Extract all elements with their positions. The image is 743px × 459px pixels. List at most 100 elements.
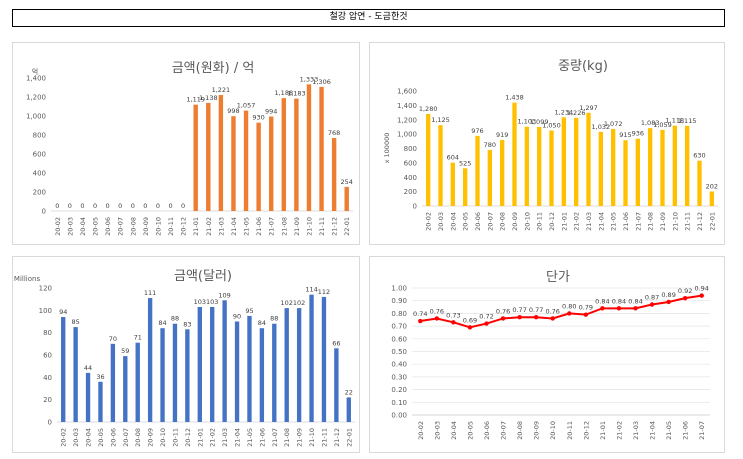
x-tick-label: 20-04 (85, 428, 93, 447)
bar-value-label: 1,125 (431, 116, 450, 124)
bar-value-label: 103 (206, 298, 218, 306)
bar-value-label: 0 (106, 202, 110, 210)
x-tick-label: 20-02 (60, 428, 68, 447)
data-point (666, 299, 671, 305)
bar-value-label: 84 (158, 319, 166, 327)
y-tick-label: 1,000 (26, 113, 46, 121)
bar (586, 112, 591, 206)
bar (231, 116, 236, 211)
bar-value-label: 102 (280, 299, 292, 307)
bar-value-label: 1,333 (300, 75, 319, 83)
x-tick-label: 20-08 (129, 217, 137, 236)
bar (85, 372, 91, 422)
bar (259, 328, 265, 422)
bar (334, 348, 339, 422)
bar-value-label: 1,280 (419, 105, 438, 113)
chart-panel-weight: 중량(kg) x 100000 0 200 400 600 800 1,000 1,200 1,4… (369, 42, 725, 245)
x-tick-label: 21-01 (192, 217, 200, 236)
bar-value-label: 525 (459, 159, 471, 167)
bar-value-label: 95 (245, 307, 253, 315)
point-value-label: 0.69 (463, 316, 477, 324)
bar (537, 127, 542, 206)
y-tick-label: 60 (43, 352, 52, 360)
data-point (583, 312, 589, 317)
bar-value-label: 59 (121, 347, 129, 355)
point-value-label: 0.94 (694, 285, 708, 293)
x-tick-label: 20-07 (500, 421, 508, 440)
data-point (649, 302, 655, 307)
y-axis-unit-label: x 100000 (383, 133, 391, 164)
x-tick-label: 22-01 (345, 428, 353, 447)
bar-value-label: 70 (109, 335, 117, 343)
bar (284, 308, 289, 422)
y-tick-label: 1,000 (397, 131, 417, 139)
bar (206, 102, 211, 211)
bar-value-label: 915 (619, 131, 631, 139)
bar (426, 114, 431, 206)
bar-value-label: 88 (270, 315, 278, 323)
x-tick-label: 20-12 (548, 212, 556, 231)
bar (450, 162, 455, 206)
y-tick-label: 200 (33, 189, 46, 197)
x-tick-label: 21-06 (622, 212, 630, 231)
bar (321, 296, 327, 422)
bar-value-label: 0 (181, 202, 185, 210)
bar (524, 126, 529, 206)
y-tick-label: 40 (43, 374, 52, 382)
y-tick-label: 80 (43, 329, 52, 337)
bar (73, 327, 78, 422)
bar (234, 321, 240, 422)
bar (243, 110, 249, 211)
point-value-label: 0.84 (612, 297, 626, 305)
bar (475, 135, 480, 206)
bar-value-label: 85 (71, 318, 79, 326)
x-tick-label: 21-12 (696, 212, 704, 231)
bar-value-label: 109 (218, 291, 230, 299)
point-value-label: 0.84 (595, 297, 609, 305)
bar-value-label: 1,115 (678, 117, 697, 125)
bar-value-label: 84 (258, 319, 266, 327)
bar-value-label: 0 (55, 202, 59, 210)
data-point (484, 321, 489, 326)
y-tick-label: 800 (33, 132, 46, 140)
x-tick-label: 20-12 (184, 428, 192, 447)
x-tick-label: 20-08 (499, 212, 507, 231)
series-line (420, 294, 702, 329)
page-title: 철강 압연 - 도금한것 (12, 9, 725, 27)
x-tick-label: 21-03 (632, 421, 640, 440)
data-point (517, 315, 522, 320)
y-tick-label: 120 (39, 285, 52, 293)
data-point (616, 306, 622, 311)
x-tick-label: 21-06 (682, 421, 690, 440)
x-tick-label: 20-05 (462, 212, 470, 231)
y-tick-label: 0.80 (391, 310, 407, 318)
bar-value-label: 936 (632, 130, 644, 138)
x-tick-label: 20-04 (79, 217, 87, 236)
x-tick-label: 20-09 (147, 428, 155, 447)
x-tick-label: 20-04 (450, 421, 458, 440)
bar-value-label: 919 (496, 131, 508, 139)
chart-panel-usd: 금액(달러) Millions 0 20 40 60 80 100 120 20-02 20-03 2… (12, 256, 360, 453)
x-tick-label: 21-04 (597, 212, 605, 231)
x-tick-label: 20-08 (516, 421, 524, 440)
x-tick-label: 21-01 (196, 428, 204, 447)
y-tick-label: 1,200 (26, 94, 46, 102)
x-tick-label: 20-07 (122, 428, 130, 447)
bar (500, 139, 505, 206)
x-tick-label: 20-11 (566, 421, 574, 440)
chart-title: 단가 (546, 270, 570, 285)
chart-weight: 중량(kg) x 100000 0 200 400 600 800 1,000 1,200 1,4… (383, 59, 718, 231)
y-tick-label: 0 (48, 419, 52, 427)
x-tick-label: 21-11 (318, 217, 326, 236)
bar-value-label: 1,057 (237, 102, 256, 110)
chart-usd: 금액(달러) Millions 0 20 40 60 80 100 120 20-02 20-03 2… (14, 269, 355, 447)
bar-value-label: 604 (447, 154, 459, 162)
data-point (567, 311, 572, 316)
x-tick-label: 21-01 (560, 212, 568, 231)
bar (98, 381, 103, 422)
y-tick-label: 400 (33, 170, 46, 178)
x-tick-label: 20-06 (474, 212, 482, 231)
data-point (500, 316, 506, 321)
bar-value-label: 994 (265, 108, 277, 116)
bar-value-label: 66 (332, 339, 340, 347)
